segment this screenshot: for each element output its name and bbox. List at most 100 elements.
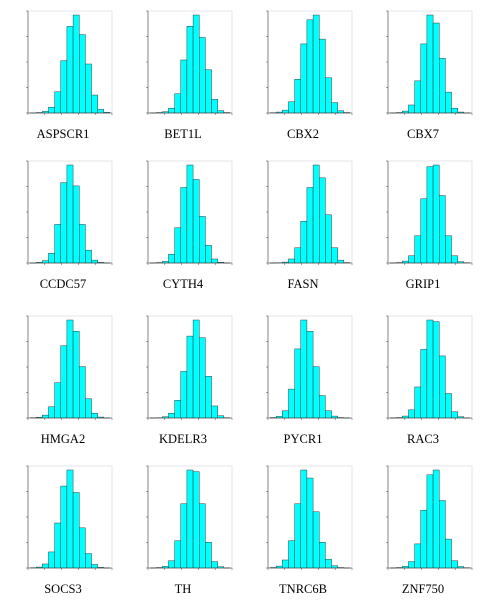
histogram-bar [331,247,338,264]
histogram-bar [426,474,434,569]
histogram-bar [168,560,175,569]
histogram-bar [79,34,86,114]
histogram-bar [79,366,86,419]
histogram-bar [306,19,314,114]
histogram-bar [445,393,452,419]
histogram-bar [60,485,68,569]
histogram-chart [26,160,113,265]
histogram-bar [439,195,446,264]
histogram-bar [414,80,421,114]
histogram-panel: KDELR3 [128,310,238,450]
histogram-bar [48,406,55,419]
histogram-bar [42,414,49,419]
histogram-bar [294,247,301,264]
histogram-bar [408,409,415,419]
histogram-bar [288,540,295,569]
histogram-bar [451,107,458,114]
histogram-chart [266,465,353,570]
histogram-chart [146,160,233,265]
histogram-bar [72,331,80,419]
gene-label: CCDC57 [39,277,87,291]
histogram-bar [426,14,434,114]
histogram-bar [199,503,206,569]
gene-label: CYTH4 [162,277,204,291]
histogram-chart [266,10,353,115]
histogram-bar [319,177,326,264]
histogram-bar [306,477,314,569]
histogram-bar [205,69,212,114]
histogram-bar [60,60,68,114]
histogram-bar [180,59,188,114]
histogram-bar [325,558,332,569]
histogram-bar [439,500,446,569]
histogram-bar [42,563,49,569]
histogram-bar [66,319,74,419]
histogram-bar [192,471,200,569]
histogram-bar [325,77,332,114]
histogram-chart [26,315,113,420]
histogram-bar [85,249,92,264]
histogram-bar [186,164,194,264]
histogram-bar [48,551,55,569]
histogram-bar [72,492,80,569]
histogram-bar [426,166,434,264]
histogram-bar [186,469,194,569]
histogram-bar [451,560,458,569]
histogram-bar [439,355,446,419]
histogram-bar [306,187,314,264]
histogram-chart [266,315,353,420]
histogram-bar [312,14,320,114]
histogram-chart [386,10,473,115]
histogram-bar [426,319,434,419]
histogram-bar [91,94,98,114]
histogram-panel: FASN [248,155,358,295]
histogram-panel: ASPSCR1 [8,5,118,145]
histogram-bar [79,527,86,569]
histogram-bar [300,221,308,264]
histogram-bar [300,469,308,569]
gene-label: TNRC6B [279,582,327,596]
histogram-panel: GRIP1 [368,155,478,295]
histogram-bar [312,164,320,264]
histogram-bar [294,348,301,419]
histogram-bar [66,469,74,569]
histogram-bar [282,109,289,114]
gene-label: TH [174,582,192,596]
histogram-bar [192,179,200,264]
histogram-bar [211,405,218,419]
histogram-bar [186,26,194,114]
histogram-bar [331,102,338,114]
gene-label: RAC3 [407,432,439,446]
histogram-bar [205,542,212,569]
histogram-chart [26,10,113,115]
histogram-bar [54,91,61,114]
gene-label: SOCS3 [44,582,82,596]
histogram-bar [91,259,98,264]
histogram-bar [312,366,320,419]
histogram-bar [420,43,428,114]
histogram-bar [319,395,326,419]
histogram-bar [408,561,415,569]
histogram-bar [199,337,206,419]
histogram-bar [211,258,218,264]
histogram-bar [432,164,440,264]
histogram-bar [174,227,181,264]
histogram-bar [408,255,415,264]
histogram-chart [146,10,233,115]
histogram-bar [186,335,194,419]
histogram-bar [48,107,55,114]
histogram-bar [282,559,289,569]
histogram-bar [66,26,74,114]
histogram-bar [432,22,440,114]
gene-label: PYCR1 [283,432,323,446]
histogram-bar [72,185,80,264]
histogram-bar [85,553,92,569]
histogram-bar [432,469,440,569]
histogram-bar [54,522,61,569]
histogram-panel: BET1L [128,5,238,145]
histogram-bar [439,58,446,114]
histogram-bar [199,216,206,264]
histogram-bar [180,503,188,569]
histogram-bar [306,331,314,419]
